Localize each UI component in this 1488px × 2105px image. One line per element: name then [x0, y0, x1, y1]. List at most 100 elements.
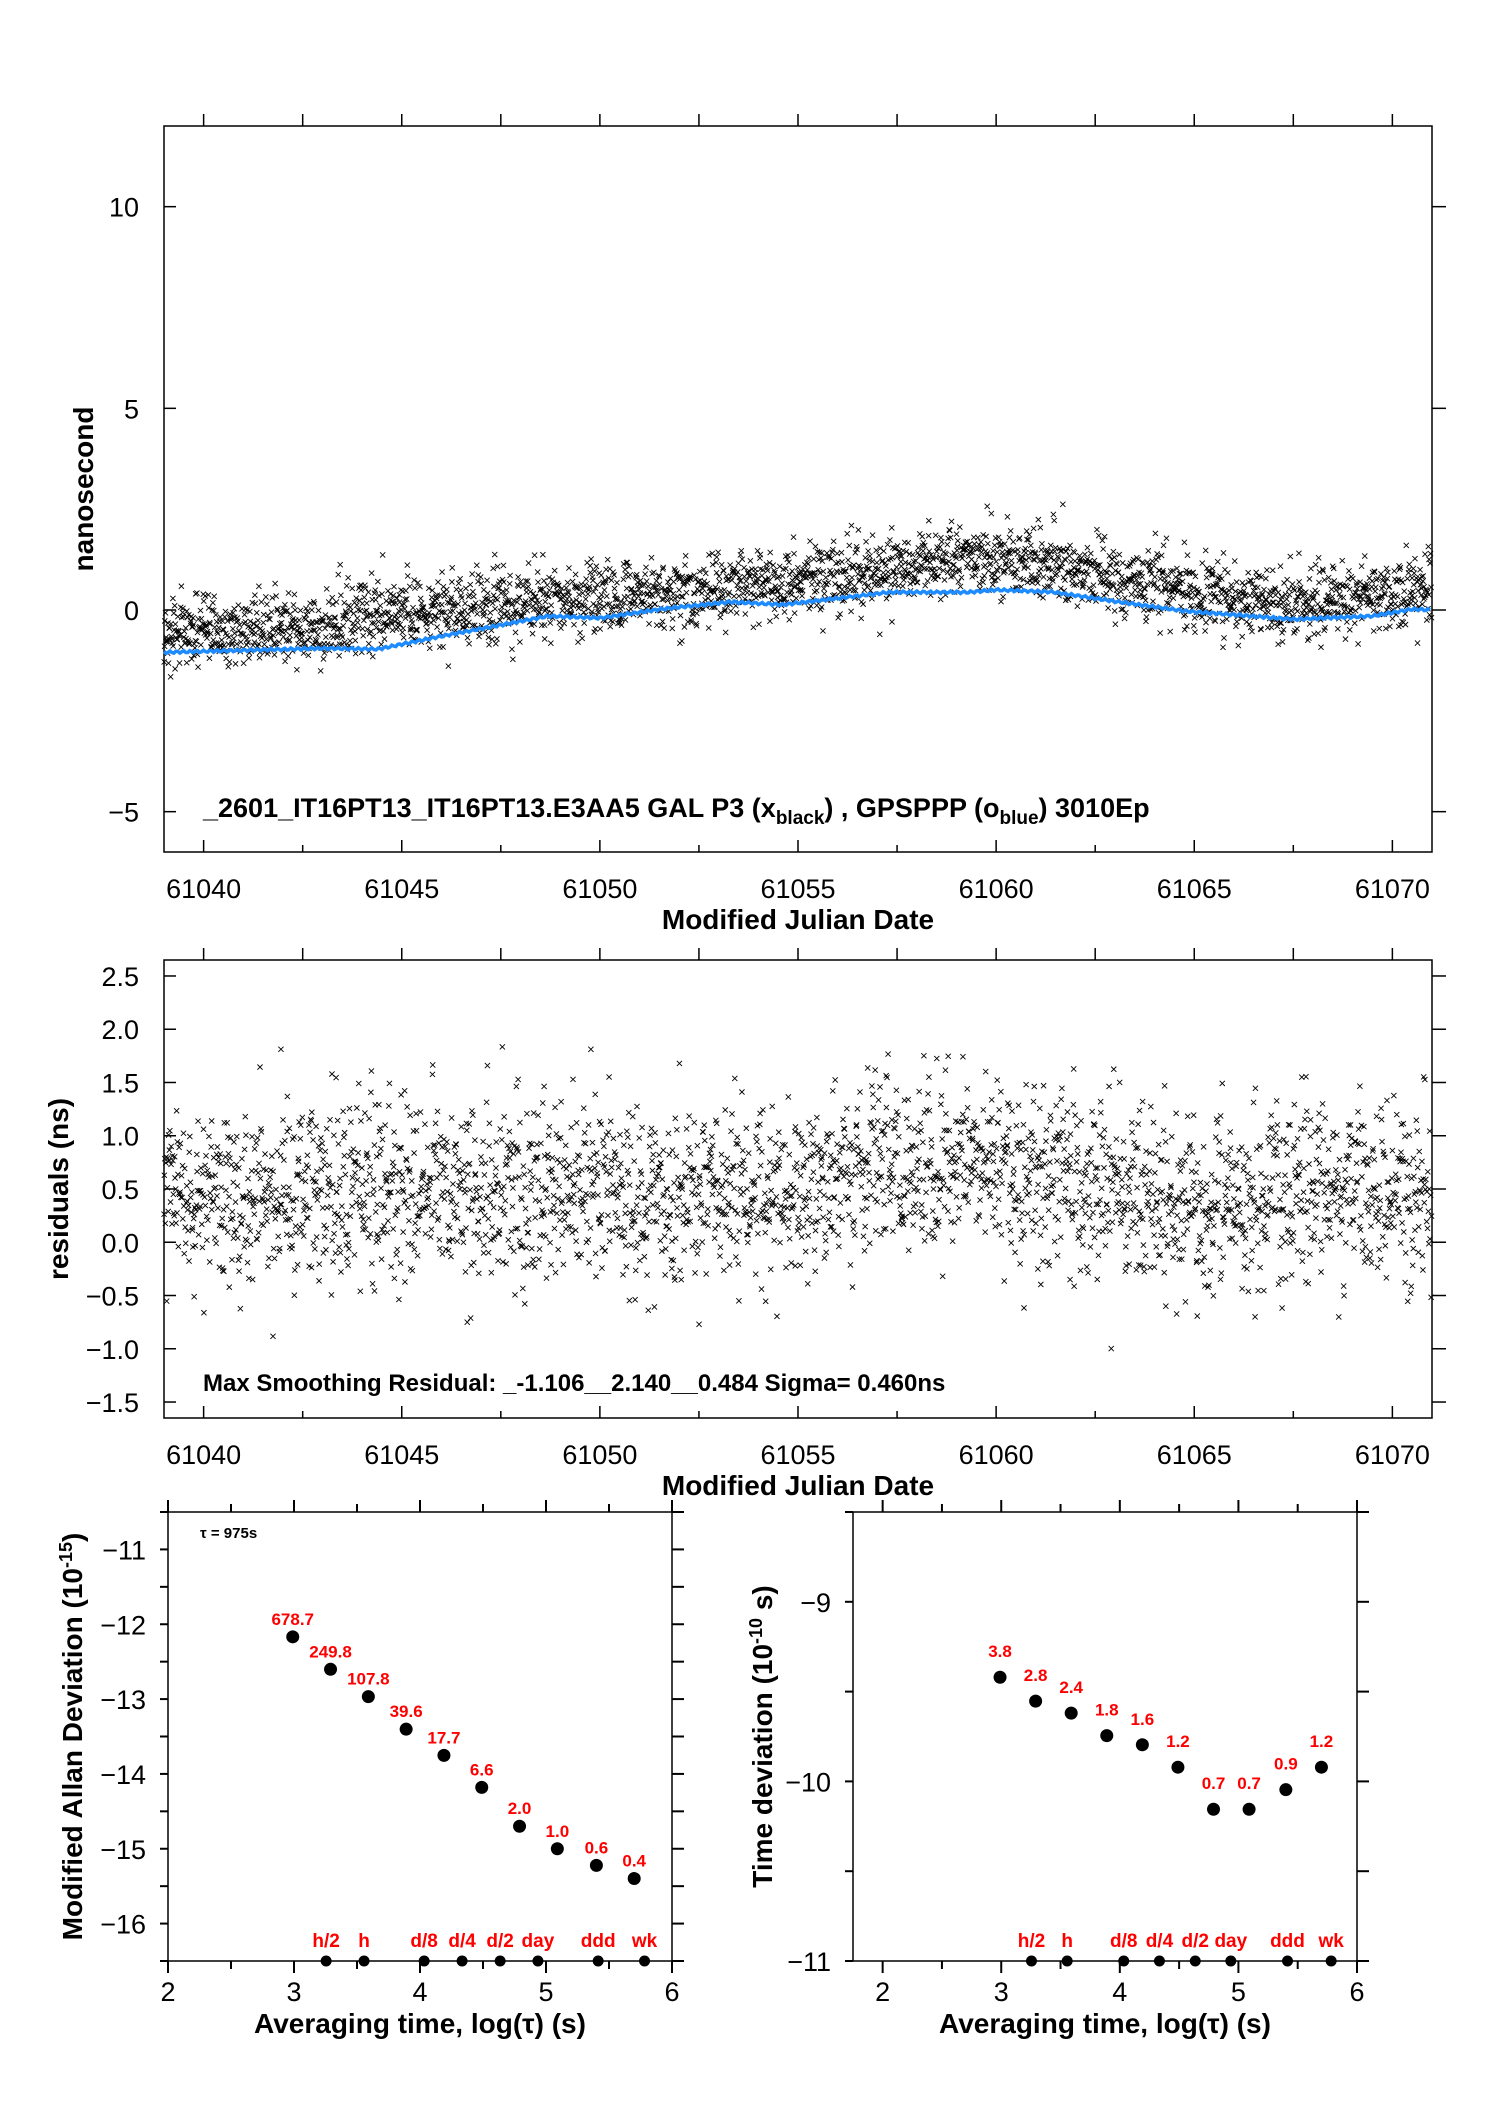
data-point	[500, 588, 507, 595]
data-point	[727, 608, 734, 614]
data-point	[1223, 598, 1230, 604]
data-point	[242, 1113, 249, 1120]
data-point	[868, 574, 875, 580]
data-point	[773, 1193, 780, 1200]
data-point	[812, 572, 818, 579]
data-point	[359, 625, 366, 632]
data-point	[1115, 1199, 1122, 1205]
data-point	[313, 1123, 319, 1130]
data-point	[955, 566, 962, 573]
data-point	[900, 1221, 907, 1228]
data-point	[245, 1275, 252, 1282]
data-point	[1062, 577, 1068, 583]
data-point	[1125, 1183, 1132, 1190]
data-point	[1147, 568, 1153, 575]
data-point	[424, 1144, 431, 1151]
data-point	[672, 1115, 679, 1122]
data-point	[212, 612, 219, 618]
data-point	[224, 1119, 231, 1126]
x-axis-label: Modified Julian Date	[662, 1470, 934, 1501]
data-point	[776, 563, 783, 570]
data-point	[921, 1237, 928, 1244]
data-point	[1261, 586, 1267, 593]
data-point	[429, 1062, 436, 1068]
data-point	[612, 1209, 619, 1216]
data-point	[1025, 554, 1032, 561]
data-point	[808, 581, 815, 588]
data-point	[370, 633, 377, 640]
data-point	[870, 1182, 877, 1189]
data-point	[1062, 1185, 1069, 1192]
data-point	[606, 1238, 613, 1245]
data-point	[1223, 616, 1230, 623]
data-point	[796, 1193, 803, 1200]
data-point	[273, 1186, 279, 1193]
data-point	[517, 578, 524, 585]
data-point	[225, 1150, 232, 1157]
data-point	[946, 527, 953, 534]
data-point	[1049, 1190, 1056, 1197]
data-point	[604, 601, 610, 608]
data-point	[228, 641, 235, 648]
data-point	[305, 1164, 312, 1171]
data-point	[426, 609, 432, 616]
data-point	[424, 1196, 431, 1203]
data-point	[1097, 1098, 1104, 1105]
data-point	[213, 640, 220, 647]
data-point	[950, 573, 957, 579]
data-point	[1213, 582, 1220, 589]
data-point	[523, 1110, 530, 1117]
data-point	[688, 617, 695, 624]
data-point	[990, 1158, 997, 1165]
data-point	[566, 1162, 573, 1168]
data-point	[883, 1072, 890, 1079]
data-point	[655, 591, 662, 598]
data-point	[1419, 601, 1426, 608]
data-point	[1065, 596, 1072, 603]
data-point	[1114, 561, 1120, 568]
data-point	[624, 1167, 631, 1174]
data-point	[488, 1269, 495, 1276]
data-point	[1401, 588, 1408, 595]
data-point	[840, 568, 847, 575]
data-point	[198, 615, 205, 622]
data-point	[865, 582, 872, 589]
data-point	[311, 1246, 318, 1252]
data-point	[331, 1220, 338, 1227]
data-point	[1090, 560, 1097, 567]
data-point	[971, 566, 978, 573]
data-point	[932, 532, 939, 539]
data-point	[718, 1151, 725, 1158]
series-black-x	[161, 1043, 1435, 1352]
data-point	[185, 611, 192, 618]
data-point	[1076, 552, 1083, 559]
data-point	[846, 1211, 852, 1218]
data-point	[799, 587, 806, 594]
data-point	[446, 614, 453, 621]
data-point	[341, 1152, 348, 1159]
data-point	[171, 602, 178, 609]
data-point	[537, 585, 544, 592]
data-point	[1139, 1098, 1146, 1105]
data-point	[876, 1174, 883, 1180]
data-point	[861, 1247, 868, 1254]
data-point	[595, 1192, 601, 1199]
data-point	[1105, 1144, 1112, 1150]
data-point	[501, 1113, 508, 1120]
data-point	[761, 591, 768, 598]
data-point	[368, 1260, 375, 1267]
data-point	[659, 566, 666, 573]
data-point	[234, 1235, 241, 1241]
data-point	[1167, 628, 1174, 635]
data-point	[917, 1120, 924, 1127]
data-point	[209, 606, 216, 613]
data-point	[432, 613, 439, 619]
data-point	[685, 1144, 692, 1151]
data-point	[464, 1171, 471, 1178]
data-point	[887, 1197, 893, 1204]
data-point	[1006, 534, 1013, 541]
data-point	[236, 1253, 243, 1260]
data-point	[945, 1208, 951, 1215]
data-point	[291, 1267, 298, 1274]
data-point	[518, 1196, 525, 1203]
